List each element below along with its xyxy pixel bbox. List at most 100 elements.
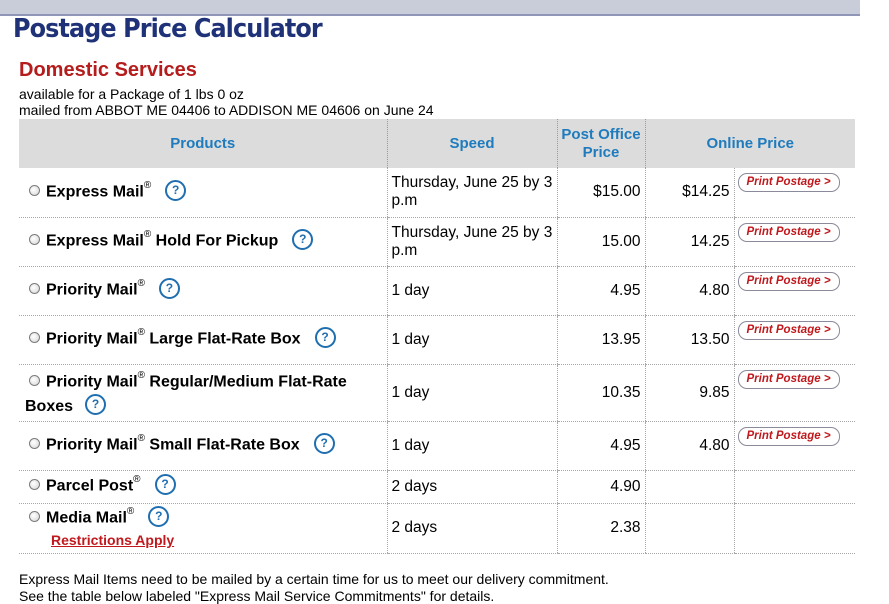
registered-mark: ® — [133, 474, 141, 486]
top-banner-bar — [0, 0, 860, 14]
speed-cell: 1 day — [386, 315, 557, 365]
print-postage-cell: Print Postage > — [733, 168, 855, 218]
online-price: 9.85 — [644, 364, 734, 422]
package-description: available for a Package of 1 lbs 0 oz — [19, 86, 244, 102]
online-price: 14.25 — [644, 217, 734, 267]
services-table: Products Speed Post Office Price Online … — [19, 119, 855, 554]
table-row: Priority Mail® Regular/Medium Flat-Rate B… — [19, 364, 855, 422]
post-office-price: 2.38 — [556, 503, 645, 554]
product-name: Express Mail — [46, 232, 144, 250]
print-postage-button[interactable]: Print Postage > — [737, 173, 840, 192]
registered-mark: ® — [137, 370, 145, 382]
service-radio[interactable] — [29, 283, 40, 294]
help-icon[interactable]: ? — [85, 393, 107, 415]
post-office-price: 4.95 — [556, 421, 645, 471]
service-radio[interactable] — [29, 479, 40, 490]
service-radio[interactable] — [29, 332, 40, 343]
speed-cell: 1 day — [386, 421, 557, 471]
online-price: 13.50 — [644, 315, 734, 365]
table-row: Priority Mail®? 1 day 4.95 4.80 Print Po… — [19, 266, 855, 316]
online-price: $14.25 — [644, 168, 734, 218]
product-cell: Priority Mail® Large Flat-Rate Box? — [19, 315, 387, 365]
help-icon[interactable]: ? — [292, 229, 314, 250]
online-price: 4.80 — [644, 266, 734, 316]
table-row: Media Mail®? Restrictions Apply 2 days 2… — [19, 503, 855, 554]
print-postage-button[interactable]: Print Postage > — [737, 271, 840, 291]
registered-mark: ® — [143, 180, 152, 192]
product-name-suffix: Large Flat-Rate Box — [144, 330, 301, 348]
product-name-suffix: Regular/Medium Flat-Rate — [144, 373, 347, 391]
speed-cell: 1 day — [386, 266, 557, 316]
help-icon[interactable]: ? — [313, 433, 335, 454]
speed-cell: 2 days — [386, 470, 557, 504]
header-speed: Speed — [386, 119, 557, 168]
service-radio[interactable] — [29, 374, 40, 386]
registered-mark: ® — [137, 433, 145, 445]
post-office-price: $15.00 — [556, 168, 645, 218]
product-cell: Priority Mail®? — [19, 266, 387, 316]
header-post-office-price: Post Office Price — [556, 119, 645, 168]
speed-cell: 1 day — [386, 364, 557, 422]
commitments-note: See the table below labeled "Express Mai… — [19, 588, 495, 604]
product-cell: Priority Mail® Regular/Medium Flat-Rate B… — [19, 364, 387, 422]
post-office-price: 4.95 — [556, 266, 645, 316]
service-radio[interactable] — [29, 184, 40, 196]
product-cell: Media Mail®? Restrictions Apply — [19, 503, 387, 554]
product-cell: Parcel Post®? — [19, 470, 387, 504]
product-name: Express Mail — [46, 183, 144, 201]
post-office-price: 4.90 — [556, 470, 645, 504]
header-online-price: Online Price — [644, 119, 855, 168]
table-row: Express Mail®? Thursday, June 25 by 3 p.… — [19, 168, 855, 218]
print-postage-button[interactable]: Print Postage > — [737, 426, 840, 446]
table-row: Express Mail® Hold For Pickup? Thursday,… — [19, 217, 855, 267]
help-icon[interactable]: ? — [314, 327, 336, 348]
print-postage-cell-empty — [733, 470, 855, 504]
help-icon[interactable]: ? — [165, 179, 187, 201]
product-name-suffix: Small Flat-Rate Box — [144, 436, 300, 454]
post-office-price: 15.00 — [556, 217, 645, 267]
help-icon[interactable]: ? — [154, 474, 176, 495]
help-icon[interactable]: ? — [148, 506, 170, 527]
product-name: Priority Mail — [46, 330, 138, 348]
print-postage-button[interactable]: Print Postage > — [737, 320, 840, 340]
table-header-row: Products Speed Post Office Price Online … — [19, 119, 855, 168]
product-name: Media Mail — [46, 509, 127, 527]
print-postage-cell: Print Postage > — [733, 315, 855, 365]
product-name: Priority Mail — [46, 373, 138, 391]
service-radio[interactable] — [29, 234, 40, 245]
print-postage-cell: Print Postage > — [733, 364, 855, 422]
print-postage-cell: Print Postage > — [733, 266, 855, 316]
print-postage-cell-empty — [733, 503, 855, 554]
registered-mark: ® — [143, 229, 152, 241]
route-description: mailed from ABBOT ME 04406 to ADDISON ME… — [19, 102, 434, 118]
product-name: Priority Mail — [46, 436, 138, 454]
speed-cell: 2 days — [386, 503, 557, 554]
print-postage-cell: Print Postage > — [733, 217, 855, 267]
post-office-price: 13.95 — [556, 315, 645, 365]
page-title: Postage Price Calculator — [13, 14, 323, 44]
registered-mark: ® — [137, 327, 145, 339]
print-postage-cell: Print Postage > — [733, 421, 855, 471]
top-banner-divider — [0, 14, 860, 16]
product-cell: Priority Mail® Small Flat-Rate Box? — [19, 421, 387, 471]
express-mail-note: Express Mail Items need to be mailed by … — [19, 571, 609, 587]
product-cell: Express Mail®? — [19, 168, 387, 218]
registered-mark: ® — [137, 278, 145, 290]
online-price: 4.80 — [644, 421, 734, 471]
product-name: Priority Mail — [46, 281, 138, 299]
registered-mark: ® — [126, 506, 135, 518]
service-radio[interactable] — [29, 438, 40, 449]
table-row: Parcel Post®? 2 days 4.90 — [19, 470, 855, 504]
help-icon[interactable]: ? — [158, 278, 180, 299]
speed-cell: Thursday, June 25 by 3 p.m — [386, 217, 557, 267]
restrictions-link[interactable]: Restrictions Apply — [51, 532, 175, 548]
table-row: Priority Mail® Small Flat-Rate Box? 1 da… — [19, 421, 855, 471]
service-radio[interactable] — [29, 511, 40, 522]
print-postage-button[interactable]: Print Postage > — [737, 369, 840, 389]
print-postage-button[interactable]: Print Postage > — [737, 222, 840, 242]
online-price — [644, 470, 734, 504]
product-name-suffix: Hold For Pickup — [151, 232, 279, 250]
product-name-continued: Boxes — [25, 397, 74, 415]
product-name: Parcel Post — [46, 477, 134, 495]
section-title: Domestic Services — [19, 59, 197, 81]
